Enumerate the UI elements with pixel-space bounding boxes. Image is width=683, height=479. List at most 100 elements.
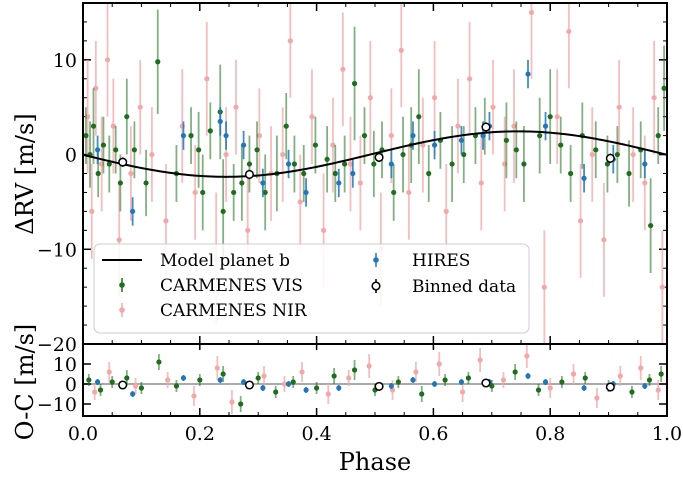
residual-carmenes-vis-point xyxy=(290,379,296,385)
main-carmenes-nir-point xyxy=(256,133,262,139)
main-carmenes-vis-point xyxy=(283,123,289,129)
residual-carmenes-nir-point xyxy=(261,373,267,379)
residual-carmenes-vis-point xyxy=(465,375,472,381)
residual-hires-point xyxy=(260,385,266,391)
residual-carmenes-nir-point xyxy=(191,393,197,399)
main-carmenes-vis-point xyxy=(90,123,97,129)
legend: Model planet b CARMENES VIS CARMENES NIR… xyxy=(93,243,530,334)
main-carmenes-nir-point xyxy=(577,218,584,224)
residual-carmenes-vis-point xyxy=(138,385,144,391)
residual-binned-point xyxy=(244,380,254,390)
main-carmenes-nir-point xyxy=(541,284,547,290)
residual-hires-point xyxy=(525,373,531,379)
main-carmenes-vis-point xyxy=(113,147,119,153)
main-hires-point xyxy=(388,161,394,167)
main-carmenes-vis-point xyxy=(626,170,632,177)
main-carmenes-nir-point xyxy=(490,104,496,110)
residual-y-tick-label: 0 xyxy=(65,374,77,396)
residual-y-tick-label: −10 xyxy=(37,394,77,416)
main-carmenes-vis-point xyxy=(547,114,553,120)
main-carmenes-vis-point xyxy=(131,147,137,153)
residual-binned-point xyxy=(481,378,491,388)
residual-carmenes-nir-point xyxy=(346,375,352,381)
main-carmenes-nir-point xyxy=(89,208,95,214)
main-hires-point xyxy=(180,133,187,139)
x-tick-label: 0.2 xyxy=(185,423,215,445)
main-carmenes-nir-point xyxy=(651,95,657,101)
main-hires-point xyxy=(542,123,549,129)
main-carmenes-nir-point xyxy=(149,151,155,158)
residual-carmenes-nir-point xyxy=(570,371,577,377)
residual-carmenes-vis-point xyxy=(97,387,104,393)
residual-y-axis-label: O-C [m/s] xyxy=(11,324,39,441)
legend-box xyxy=(93,243,530,334)
legend-nir-marker xyxy=(119,307,125,313)
main-carmenes-vis-point xyxy=(371,161,377,167)
residual-hires-point xyxy=(303,387,309,393)
residual-binned-point xyxy=(118,380,128,390)
main-carmenes-nir-point xyxy=(367,95,373,101)
main-carmenes-nir-point xyxy=(616,104,622,110)
main-carmenes-nir-point xyxy=(110,123,116,129)
main-carmenes-nir-point xyxy=(406,189,412,196)
main-rv-panel: 10 0 −10 xyxy=(37,2,668,344)
residual-carmenes-nir-point xyxy=(594,395,600,401)
main-carmenes-vis-point xyxy=(188,133,194,139)
main-carmenes-nir-point xyxy=(642,180,648,186)
residual-carmenes-nir-point xyxy=(436,361,442,367)
residual-carmenes-vis-point xyxy=(535,387,542,393)
main-hires-point xyxy=(458,137,465,143)
main-carmenes-vis-point xyxy=(604,161,611,167)
residual-carmenes-nir-point xyxy=(366,363,372,369)
main-carmenes-vis-point xyxy=(614,151,620,158)
residual-hires-point xyxy=(458,379,465,385)
residual-hires-point xyxy=(130,391,136,397)
main-binned-point xyxy=(118,157,128,167)
main-carmenes-vis-point xyxy=(661,85,667,91)
residual-carmenes-vis-point xyxy=(442,377,448,383)
residual-carmenes-nir-point xyxy=(547,385,553,391)
residual-carmenes-nir-point xyxy=(92,389,98,395)
residual-carmenes-nir-point xyxy=(106,369,112,375)
main-carmenes-vis-point xyxy=(312,142,319,148)
residual-carmenes-nir-point xyxy=(299,369,305,375)
residual-panel: −20 0−10 10 xyxy=(37,334,668,416)
main-carmenes-vis-point xyxy=(426,170,432,177)
main-carmenes-vis-point xyxy=(648,222,654,229)
main-carmenes-nir-point xyxy=(192,189,198,196)
residual-hires-point xyxy=(241,379,247,385)
main-carmenes-vis-point xyxy=(558,142,564,148)
residual-carmenes-nir-point xyxy=(325,391,331,397)
main-carmenes-vis-point xyxy=(262,189,268,196)
residual-carmenes-nir-point xyxy=(655,387,661,393)
main-carmenes-vis-point xyxy=(301,170,307,177)
main-carmenes-vis-point xyxy=(449,161,455,167)
legend-binned-marker xyxy=(371,281,381,291)
residual-carmenes-nir-point xyxy=(413,369,419,375)
main-carmenes-vis-point xyxy=(83,133,89,139)
residual-carmenes-vis-point xyxy=(395,379,401,385)
residual-carmenes-vis-point xyxy=(273,389,279,395)
residual-carmenes-vis-point xyxy=(238,401,244,407)
main-carmenes-vis-point xyxy=(106,161,112,167)
residual-panel-binned xyxy=(118,378,615,392)
main-carmenes-vis-point xyxy=(207,128,213,134)
main-carmenes-nir-point xyxy=(478,180,484,186)
residual-y-tick-label: 10 xyxy=(53,354,77,376)
residual-hires-point xyxy=(542,379,549,385)
residual-carmenes-nir-point xyxy=(281,381,288,387)
residual-carmenes-nir-point xyxy=(229,399,235,405)
residual-carmenes-vis-point xyxy=(629,389,635,395)
main-binned-point xyxy=(481,122,491,132)
main-carmenes-vis-point xyxy=(220,208,226,214)
main-carmenes-vis-point xyxy=(143,180,149,186)
residual-hires-point xyxy=(642,383,648,389)
main-carmenes-nir-point xyxy=(340,66,346,72)
main-y-tick-label: −10 xyxy=(37,239,77,261)
main-carmenes-vis-point xyxy=(291,161,298,167)
main-y-axis-label: ΔRV [m/s] xyxy=(11,113,39,234)
main-carmenes-nir-point xyxy=(554,114,560,120)
residual-hires-point xyxy=(217,377,223,383)
x-tick-label: 1.0 xyxy=(652,423,682,445)
main-hires-point xyxy=(260,180,266,186)
